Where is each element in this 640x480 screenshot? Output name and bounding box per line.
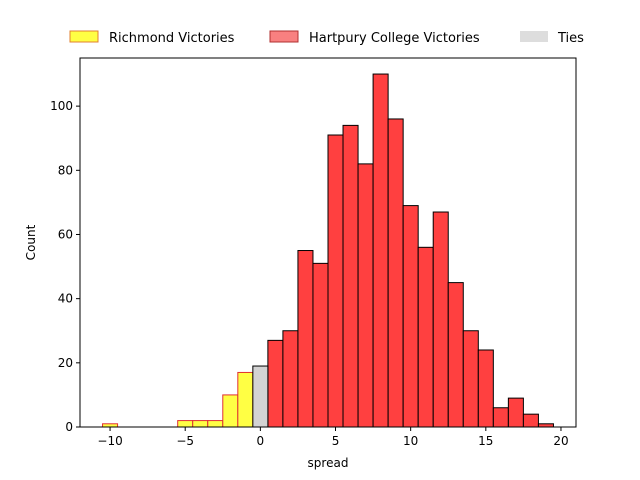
bar-hartpury-16	[507, 397, 524, 428]
x-tick-label-0: −10	[97, 434, 122, 448]
x-tick-label-4: 10	[403, 434, 418, 448]
x-tick-label-5: 15	[478, 434, 493, 448]
y-tick-label-1: 20	[58, 356, 73, 370]
y-axis-ticks: 0 20 40 60 80 100	[50, 99, 80, 434]
plot-frame	[79, 57, 577, 428]
legend-label-richmond: Richmond Victories	[109, 31, 235, 46]
bar-hartpury-15	[492, 407, 509, 428]
x-tick-label-3: 5	[332, 434, 340, 448]
bar-richmond-1	[177, 420, 194, 428]
bar-hartpury-14	[477, 349, 494, 428]
bar-hartpury-13	[462, 330, 479, 428]
legend-label-hartpury: Hartpury College Victories	[309, 31, 480, 46]
x-tick-label-2: 0	[257, 434, 265, 448]
bar-hartpury-0	[267, 339, 284, 428]
y-tick-label-5: 100	[50, 99, 73, 113]
bar-richmond-4	[222, 394, 239, 428]
x-tick-label-6: 20	[553, 434, 568, 448]
bar-hartpury-8	[387, 118, 404, 428]
bar-richmond-3	[207, 420, 224, 428]
x-axis-label: spread	[308, 456, 349, 470]
y-tick-label-0: 0	[65, 420, 73, 434]
bar-hartpury-4	[327, 134, 344, 428]
bar-hartpury-5	[342, 124, 359, 428]
y-tick-label-4: 80	[58, 163, 73, 177]
bar-hartpury-9	[402, 205, 419, 428]
legend-label-ties: Ties	[557, 31, 584, 46]
bar-hartpury-7	[372, 73, 389, 428]
legend: Richmond Victories Hartpury College Vict…	[69, 30, 584, 46]
x-tick-label-1: −5	[176, 434, 194, 448]
legend-swatch-ties	[520, 31, 548, 42]
bar-hartpury-3	[312, 262, 329, 428]
bar-richmond-5	[237, 371, 254, 428]
bar-hartpury-2	[297, 250, 314, 428]
bar-hartpury-1	[282, 330, 299, 428]
y-tick-label-2: 40	[58, 292, 73, 306]
x-axis-ticks: −10 −5 0 5 10 15 20	[97, 427, 569, 448]
bars	[102, 73, 554, 428]
bar-ties-0	[252, 365, 269, 428]
legend-swatch-hartpury	[269, 30, 299, 43]
bar-hartpury-12	[447, 282, 464, 428]
y-tick-label-3: 60	[58, 227, 73, 241]
bar-hartpury-6	[357, 163, 374, 428]
bar-hartpury-11	[432, 211, 449, 428]
bar-hartpury-10	[417, 246, 434, 428]
bar-richmond-2	[192, 420, 209, 428]
bar-hartpury-17	[522, 413, 539, 428]
legend-swatch-richmond	[69, 30, 99, 43]
y-axis-label: Count	[24, 224, 38, 260]
